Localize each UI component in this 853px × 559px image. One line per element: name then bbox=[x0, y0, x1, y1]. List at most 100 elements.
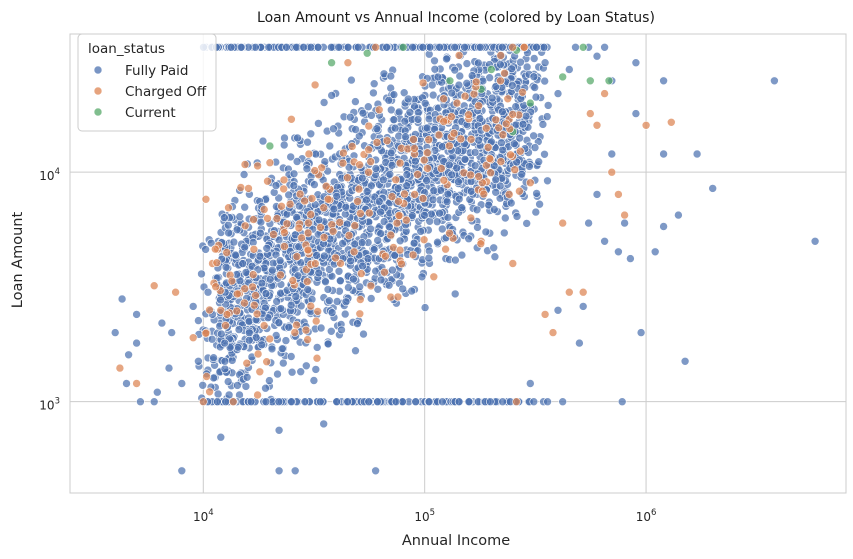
fully-paid-point bbox=[631, 58, 641, 68]
charged-off-point bbox=[310, 259, 320, 268]
fully-paid-point bbox=[674, 210, 683, 220]
fully-paid-point bbox=[447, 170, 457, 180]
fully-paid-point bbox=[473, 223, 482, 232]
fully-paid-point bbox=[481, 227, 491, 237]
charged-off-point bbox=[374, 105, 384, 115]
fully-paid-point bbox=[301, 361, 311, 371]
charged-off-point bbox=[503, 94, 513, 104]
fully-paid-point bbox=[584, 218, 593, 228]
fully-paid-point bbox=[279, 140, 289, 150]
charged-off-point bbox=[249, 245, 259, 254]
charged-off-point bbox=[439, 117, 449, 126]
fully-paid-point bbox=[810, 237, 820, 246]
charged-off-point bbox=[228, 397, 238, 407]
fully-paid-point bbox=[516, 57, 525, 67]
fully-paid-point bbox=[220, 213, 229, 222]
fully-paid-point bbox=[314, 268, 324, 278]
fully-paid-point bbox=[241, 268, 251, 277]
fully-paid-point bbox=[286, 300, 296, 310]
charged-off-point bbox=[306, 301, 316, 311]
fully-paid-point bbox=[417, 272, 427, 282]
fully-paid-point bbox=[262, 244, 272, 253]
fully-paid-point bbox=[216, 432, 226, 442]
charged-off-point bbox=[233, 289, 242, 299]
fully-paid-point bbox=[369, 79, 379, 88]
charged-off-point bbox=[335, 218, 345, 227]
fully-paid-point bbox=[391, 397, 401, 407]
charged-off-point bbox=[253, 349, 263, 359]
x-tick-label: 106 bbox=[636, 508, 657, 524]
fully-paid-point bbox=[312, 251, 321, 260]
fully-paid-point bbox=[500, 213, 510, 223]
charged-off-point bbox=[436, 164, 446, 173]
charged-off-point bbox=[262, 357, 272, 367]
charged-off-point bbox=[485, 154, 495, 163]
charged-off-point bbox=[395, 245, 405, 255]
fully-paid-point bbox=[538, 120, 548, 129]
charged-off-point bbox=[240, 284, 249, 294]
fully-paid-point bbox=[571, 42, 580, 52]
fully-paid-point bbox=[475, 42, 485, 52]
charged-off-point bbox=[392, 218, 402, 228]
legend-label: Fully Paid bbox=[125, 63, 189, 79]
charged-off-point bbox=[250, 300, 259, 310]
fully-paid-point bbox=[443, 189, 453, 199]
fully-paid-point bbox=[274, 193, 284, 203]
charged-off-point bbox=[248, 270, 258, 279]
fully-paid-point bbox=[188, 302, 198, 311]
fully-paid-point bbox=[454, 177, 463, 186]
fully-paid-point bbox=[216, 295, 225, 305]
fully-paid-point bbox=[467, 71, 477, 80]
fully-paid-point bbox=[341, 203, 351, 212]
charged-off-point bbox=[508, 42, 517, 52]
charged-off-point bbox=[149, 281, 159, 291]
charged-off-point bbox=[564, 287, 574, 297]
fully-paid-point bbox=[466, 187, 476, 196]
charged-off-point bbox=[607, 167, 617, 177]
charged-off-point bbox=[265, 334, 275, 344]
fully-paid-point bbox=[401, 132, 410, 141]
fully-paid-point bbox=[314, 119, 323, 128]
fully-paid-point bbox=[194, 316, 203, 325]
charged-off-point bbox=[282, 219, 292, 229]
fully-paid-point bbox=[450, 65, 460, 75]
fully-paid-point bbox=[289, 169, 299, 179]
x-tick-label: 104 bbox=[193, 508, 214, 524]
fully-paid-point bbox=[299, 42, 308, 52]
charged-off-point bbox=[469, 89, 479, 99]
fully-paid-point bbox=[338, 239, 347, 248]
fully-paid-point bbox=[438, 397, 447, 407]
fully-paid-point bbox=[274, 466, 284, 476]
fully-paid-point bbox=[411, 156, 420, 166]
charged-off-point bbox=[188, 333, 198, 343]
fully-paid-point bbox=[354, 131, 364, 141]
fully-paid-point bbox=[372, 124, 382, 133]
fully-paid-point bbox=[525, 162, 534, 171]
charged-off-point bbox=[592, 121, 602, 130]
fully-paid-point bbox=[379, 175, 388, 185]
fully-paid-point bbox=[261, 383, 270, 393]
fully-paid-point bbox=[617, 397, 627, 407]
fully-paid-point bbox=[542, 112, 552, 121]
charged-off-point bbox=[387, 192, 397, 201]
fully-paid-point bbox=[234, 325, 244, 334]
fully-paid-point bbox=[345, 112, 355, 122]
charged-off-point bbox=[471, 77, 481, 87]
fully-paid-point bbox=[346, 256, 356, 266]
charged-off-point bbox=[486, 168, 495, 177]
fully-paid-point bbox=[511, 102, 521, 111]
charged-off-point bbox=[304, 149, 314, 159]
charged-off-point bbox=[323, 194, 333, 204]
fully-paid-point bbox=[224, 390, 234, 400]
fully-paid-point bbox=[692, 149, 702, 159]
charged-off-point bbox=[313, 307, 323, 316]
fully-paid-point bbox=[408, 42, 417, 52]
fully-paid-point bbox=[522, 62, 532, 72]
fully-paid-point bbox=[384, 222, 394, 231]
fully-paid-point bbox=[122, 379, 131, 388]
charged-off-point bbox=[434, 130, 444, 140]
y-tick-label: 103 bbox=[39, 397, 60, 413]
fully-paid-point bbox=[213, 397, 222, 407]
fully-paid-point bbox=[313, 42, 323, 52]
fully-paid-point bbox=[389, 115, 399, 124]
